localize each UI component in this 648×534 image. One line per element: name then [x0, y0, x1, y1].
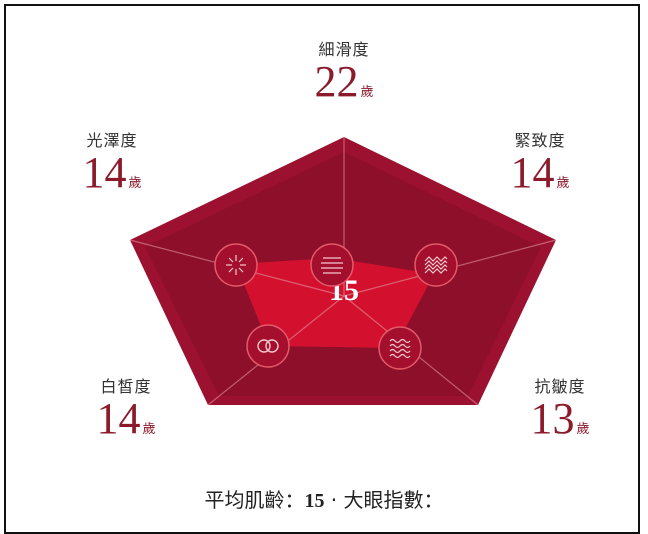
metric-unit: 歲 [576, 421, 590, 436]
metric-label: 抗皺度 [534, 377, 586, 396]
mesh-icon [414, 243, 458, 287]
metric-value: 13 [530, 394, 575, 443]
metric-unit: 歲 [128, 175, 142, 190]
separator: · [324, 488, 344, 512]
metric-value: 14 [96, 394, 141, 443]
big-eye-index-label: 大眼指數： [343, 488, 444, 512]
waves-icon [378, 326, 422, 370]
sparkle-icon [214, 243, 258, 287]
metric-unit: 歲 [556, 175, 570, 190]
metric-radiance: 光澤度 14 歲 [52, 127, 172, 195]
metric-label: 光澤度 [86, 131, 138, 150]
metric-value: 14 [510, 148, 555, 197]
metric-unit: 歲 [360, 84, 374, 99]
metric-smoothness: 細滑度 22 歲 [284, 36, 404, 104]
metric-label: 細滑度 [318, 40, 370, 59]
rings-icon [246, 324, 290, 368]
metric-anti-wrinkle: 抗皺度 13 歲 [500, 373, 620, 441]
metric-value: 22 [314, 57, 359, 106]
skin-age-radar: 15 [129, 137, 557, 406]
lines-icon [310, 243, 354, 287]
metric-unit: 歲 [142, 421, 156, 436]
metric-label: 緊致度 [514, 131, 566, 150]
metric-value: 14 [82, 148, 127, 197]
summary-line: 平均肌齡：15 · 大眼指數： [0, 484, 648, 513]
average-age-label: 平均肌齡： [204, 488, 305, 512]
metric-whitening: 白皙度 14 歲 [66, 373, 186, 441]
average-age-value: 15 [304, 490, 325, 512]
metric-label: 白皙度 [100, 377, 152, 396]
metric-firmness: 緊致度 14 歲 [480, 127, 600, 195]
